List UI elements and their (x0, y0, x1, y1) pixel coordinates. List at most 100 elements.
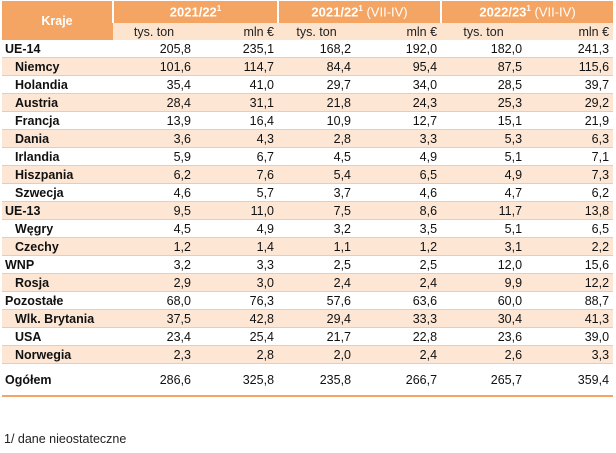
value-cell: 2,4 (355, 345, 442, 364)
table-row: Niemcy 101,6 114,7 84,4 95,4 87,5 115,6 (2, 57, 614, 76)
value-cell: 1,2 (113, 237, 195, 256)
value-cell: 3,0 (195, 273, 279, 292)
value-cell: 57,6 (278, 291, 356, 310)
value-cell: 37,5 (113, 309, 195, 328)
value-cell: 2,0 (278, 345, 356, 364)
unit-eur-3: mln € (526, 23, 614, 40)
value-cell: 10,9 (278, 111, 356, 130)
value-cell: 114,7 (195, 57, 279, 76)
period-2-suffix: (VII-IV) (362, 4, 408, 20)
value-cell: 1,2 (355, 237, 442, 256)
value-cell: 29,4 (278, 309, 356, 328)
value-cell: 168,2 (278, 40, 356, 58)
value-cell: 4,9 (195, 219, 279, 238)
header-row-units: tys. ton mln € tys. ton mln € tys. ton m… (2, 23, 614, 40)
value-cell: 39,0 (526, 327, 614, 346)
value-cell: 6,3 (526, 129, 614, 148)
table-row: Holandia 35,4 41,0 29,7 34,0 28,5 39,7 (2, 75, 614, 94)
value-cell: 3,3 (355, 129, 442, 148)
country-name: Dania (2, 129, 113, 148)
value-cell: 5,1 (441, 147, 527, 166)
value-cell: 84,4 (278, 57, 356, 76)
value-cell: 11,7 (441, 201, 527, 220)
value-cell: 34,0 (355, 75, 442, 94)
value-cell: 4,9 (355, 147, 442, 166)
value-cell: 7,1 (526, 147, 614, 166)
table-row: Hiszpania 6,2 7,6 5,4 6,5 4,9 7,3 (2, 165, 614, 184)
country-name: Węgry (2, 219, 113, 238)
value-cell: 5,9 (113, 147, 195, 166)
header-period-3: 2022/231 (VII-IV) (440, 1, 614, 23)
value-cell: 205,8 (113, 40, 195, 58)
country-name: Szwecja (2, 183, 113, 202)
period-2-label: 2021/22 (311, 4, 359, 20)
value-cell: 95,4 (355, 57, 442, 76)
value-cell: 4,3 (195, 129, 279, 148)
country-name: Rosja (2, 273, 113, 292)
table-row: Norwegia 2,3 2,8 2,0 2,4 2,6 3,3 (2, 345, 614, 364)
value-cell: 6,5 (355, 165, 442, 184)
value-cell: 2,8 (195, 345, 279, 364)
country-name: Austria (2, 93, 113, 112)
value-cell: 2,4 (355, 273, 442, 292)
table-row: Francja 13,9 16,4 10,9 12,7 15,1 21,9 (2, 111, 614, 130)
value-cell: 68,0 (113, 291, 195, 310)
value-cell: 2,4 (278, 273, 356, 292)
value-cell: 5,4 (278, 165, 356, 184)
country-name: UE-14 (2, 40, 113, 58)
country-name: USA (2, 327, 113, 346)
value-cell: 21,8 (278, 93, 356, 112)
value-cell: 3,2 (113, 255, 195, 274)
value-cell: 3,1 (441, 237, 527, 256)
table-row: Irlandia 5,9 6,7 4,5 4,9 5,1 7,1 (2, 147, 614, 166)
country-name: Francja (2, 111, 113, 130)
value-cell: 4,6 (355, 183, 442, 202)
value-cell: 4,5 (113, 219, 195, 238)
country-name: WNP (2, 255, 113, 274)
unit-eur-2: mln € (355, 23, 442, 40)
value-cell: 42,8 (195, 309, 279, 328)
value-cell: 101,6 (113, 57, 195, 76)
value-cell: 12,0 (441, 255, 527, 274)
period-3-suffix: (VII-IV) (530, 4, 576, 20)
value-cell: 7,6 (195, 165, 279, 184)
value-cell: 6,2 (526, 183, 614, 202)
value-cell: 35,4 (113, 75, 195, 94)
header-row-periods: Kraje 2021/221 2021/221 (VII-IV) 2022/23… (2, 1, 614, 40)
value-cell: 28,5 (441, 75, 527, 94)
unit-eur-1: mln € (195, 23, 279, 40)
period-1-label: 2021/22 (169, 4, 217, 20)
footnote: 1/ dane nieostateczne (4, 432, 127, 446)
value-cell: 7,5 (278, 201, 356, 220)
value-cell: 30,4 (441, 309, 527, 328)
table-row: Szwecja 4,6 5,7 3,7 4,6 4,7 6,2 (2, 183, 614, 202)
value-cell: 9,9 (441, 273, 527, 292)
value-cell: 182,0 (441, 40, 527, 58)
value-cell: 4,9 (441, 165, 527, 184)
table-body: UE-14 205,8 235,1 168,2 192,0 182,0 241,3 Niemc… (2, 40, 614, 397)
value-cell: 115,6 (526, 57, 614, 76)
value-cell: 235,1 (195, 40, 279, 58)
value-cell: 4,7 (441, 183, 527, 202)
value-cell: 21,9 (526, 111, 614, 130)
value-cell: 2,8 (278, 129, 356, 148)
country-name: Niemcy (2, 57, 113, 76)
value-cell: 11,0 (195, 201, 279, 220)
period-2-footnote-mark: 1 (358, 4, 363, 14)
value-cell: 359,4 (526, 363, 614, 397)
value-cell: 5,3 (441, 129, 527, 148)
country-name: Hiszpania (2, 165, 113, 184)
value-cell: 3,6 (113, 129, 195, 148)
value-cell: 286,6 (113, 363, 195, 397)
value-cell: 13,8 (526, 201, 614, 220)
value-cell: 266,7 (355, 363, 442, 397)
value-cell: 21,7 (278, 327, 356, 346)
value-cell: 3,7 (278, 183, 356, 202)
value-cell: 1,1 (278, 237, 356, 256)
table-row: UE-13 9,5 11,0 7,5 8,6 11,7 13,8 (2, 201, 614, 220)
value-cell: 33,3 (355, 309, 442, 328)
period-3-footnote-mark: 1 (526, 4, 531, 14)
value-cell: 60,0 (441, 291, 527, 310)
value-cell: 15,1 (441, 111, 527, 130)
